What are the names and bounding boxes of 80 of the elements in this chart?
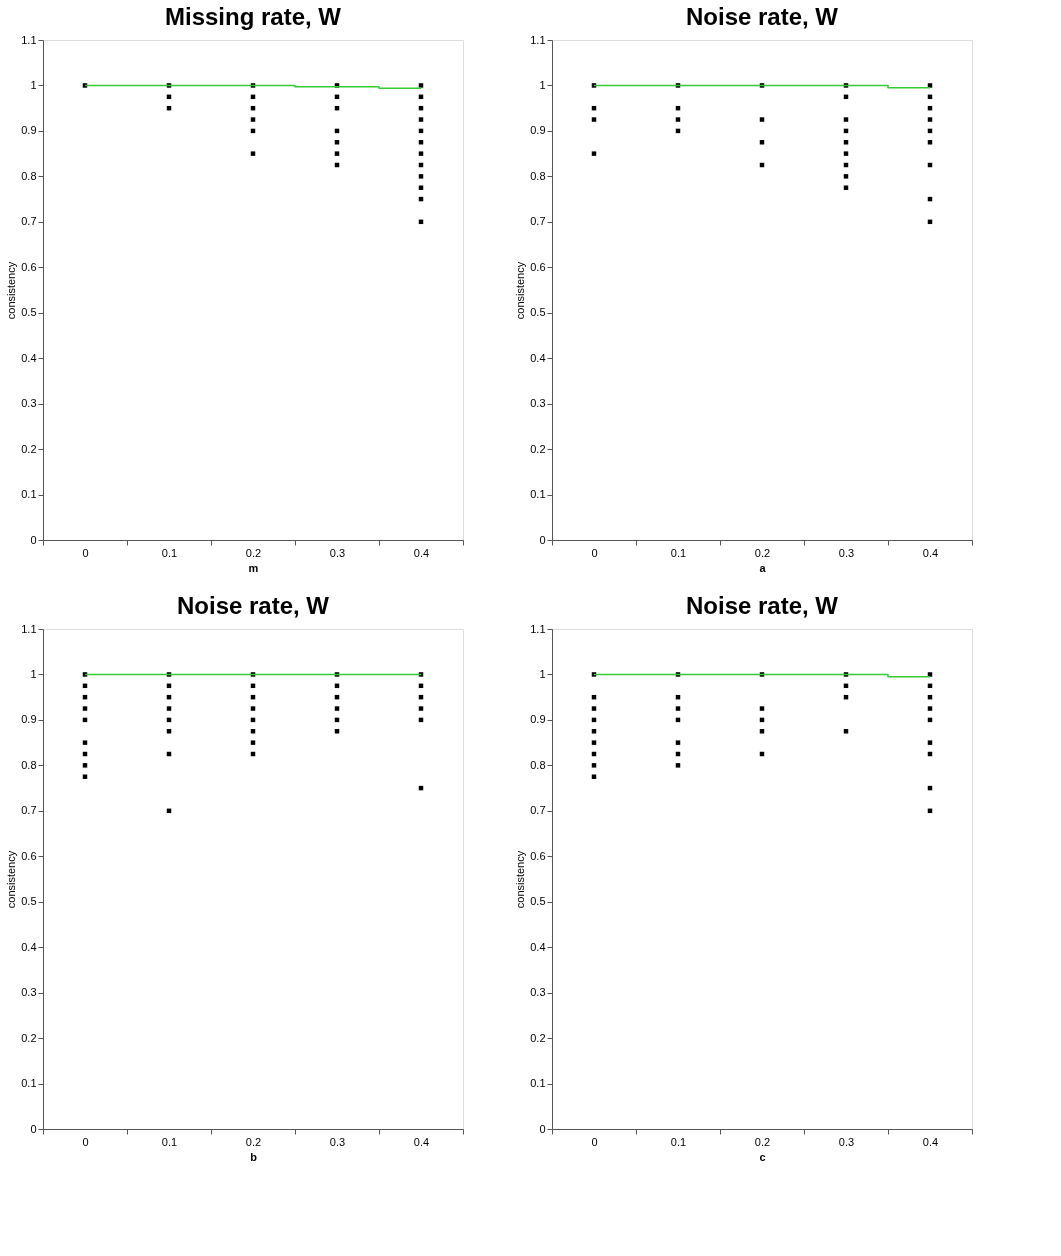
y-tick-label: 0.8 bbox=[530, 758, 546, 771]
y-tick-label: 1.1 bbox=[21, 33, 37, 46]
y-tick-label: 0.1 bbox=[21, 1077, 37, 1090]
x-axis-title: c bbox=[759, 1150, 766, 1163]
y-tick-label: 0.8 bbox=[21, 758, 37, 771]
x-tick-label: 0.2 bbox=[754, 546, 771, 559]
x-tick-label: 0.4 bbox=[413, 546, 430, 559]
chart-title: Noise rate, W bbox=[685, 592, 839, 619]
y-tick-label: 0.2 bbox=[21, 1031, 37, 1044]
y-tick-label: 0.2 bbox=[530, 1031, 546, 1044]
y-axis-title: consistency bbox=[514, 850, 527, 909]
y-tick-label: 1.1 bbox=[21, 622, 37, 635]
y-tick-label: 0.6 bbox=[21, 849, 37, 862]
x-tick-label: 0 bbox=[591, 546, 598, 559]
x-tick-label: 0.3 bbox=[329, 1135, 346, 1148]
y-tick-label: 0.3 bbox=[21, 397, 37, 410]
y-axis-title: consistency bbox=[514, 261, 527, 320]
x-tick-label: 0.2 bbox=[245, 1135, 262, 1148]
x-tick-label: 0.3 bbox=[838, 546, 855, 559]
y-tick-label: 0.3 bbox=[21, 986, 37, 999]
y-tick-label: 0.5 bbox=[21, 306, 37, 319]
x-tick-label: 0.4 bbox=[922, 546, 939, 559]
x-tick-label: 0 bbox=[82, 546, 89, 559]
y-tick-label: 0 bbox=[539, 1122, 546, 1135]
x-tick-label: 0.4 bbox=[922, 1135, 939, 1148]
x-axis-title: a bbox=[759, 561, 767, 574]
chart-title: Noise rate, W bbox=[176, 592, 330, 619]
y-tick-label: 0.1 bbox=[530, 1077, 546, 1090]
y-tick-label: 0.9 bbox=[530, 124, 546, 137]
x-axis-title: b bbox=[250, 1150, 258, 1163]
x-tick-label: 0.1 bbox=[161, 1135, 178, 1148]
y-tick-label: 0.3 bbox=[530, 986, 546, 999]
y-tick-label: 1.1 bbox=[530, 622, 546, 635]
y-tick-label: 1 bbox=[30, 78, 37, 91]
y-tick-label: 0 bbox=[30, 533, 37, 546]
x-tick-label: 0.1 bbox=[670, 546, 687, 559]
x-tick-label: 0.4 bbox=[413, 1135, 430, 1148]
y-tick-label: 0 bbox=[539, 533, 546, 546]
x-tick-label: 0.3 bbox=[329, 546, 346, 559]
y-tick-label: 0 bbox=[30, 1122, 37, 1135]
x-tick-label: 0.3 bbox=[838, 1135, 855, 1148]
y-axis-title: consistency bbox=[5, 850, 18, 909]
y-tick-label: 0.5 bbox=[530, 306, 546, 319]
y-tick-label: 0.7 bbox=[530, 215, 546, 228]
y-tick-label: 0.7 bbox=[21, 215, 37, 228]
y-tick-label: 0.7 bbox=[530, 804, 546, 817]
y-tick-label: 0.9 bbox=[21, 713, 37, 726]
x-tick-label: 0.2 bbox=[245, 546, 262, 559]
y-tick-label: 0.8 bbox=[21, 169, 37, 182]
y-tick-label: 0.6 bbox=[21, 260, 37, 273]
y-tick-label: 1 bbox=[539, 667, 546, 680]
y-tick-label: 0.7 bbox=[21, 804, 37, 817]
y-tick-label: 0.4 bbox=[21, 940, 37, 953]
y-tick-label: 0.9 bbox=[21, 124, 37, 137]
y-tick-label: 0.2 bbox=[530, 442, 546, 455]
chart-title: Missing rate, W bbox=[164, 3, 342, 30]
y-tick-label: 0.4 bbox=[530, 940, 546, 953]
y-tick-label: 0.4 bbox=[21, 351, 37, 364]
x-axis-title: m bbox=[248, 561, 259, 574]
x-tick-label: 0 bbox=[591, 1135, 598, 1148]
chart-title: Noise rate, W bbox=[685, 3, 839, 30]
y-tick-label: 1 bbox=[539, 78, 546, 91]
y-tick-label: 0.6 bbox=[530, 849, 546, 862]
x-tick-label: 0.2 bbox=[754, 1135, 771, 1148]
y-tick-label: 0.1 bbox=[21, 488, 37, 501]
y-tick-label: 0.3 bbox=[530, 397, 546, 410]
y-tick-label: 0.5 bbox=[21, 895, 37, 908]
y-tick-label: 0.9 bbox=[530, 713, 546, 726]
y-axis-title: consistency bbox=[5, 261, 18, 320]
y-tick-label: 0.2 bbox=[21, 442, 37, 455]
y-tick-label: 0.5 bbox=[530, 895, 546, 908]
x-tick-label: 0 bbox=[82, 1135, 89, 1148]
x-tick-label: 0.1 bbox=[161, 546, 178, 559]
x-tick-label: 0.1 bbox=[670, 1135, 687, 1148]
y-tick-label: 0.1 bbox=[530, 488, 546, 501]
y-tick-label: 0.6 bbox=[530, 260, 546, 273]
y-tick-label: 1 bbox=[30, 667, 37, 680]
y-tick-label: 0.4 bbox=[530, 351, 546, 364]
y-tick-label: 1.1 bbox=[530, 33, 546, 46]
y-tick-label: 0.8 bbox=[530, 169, 546, 182]
